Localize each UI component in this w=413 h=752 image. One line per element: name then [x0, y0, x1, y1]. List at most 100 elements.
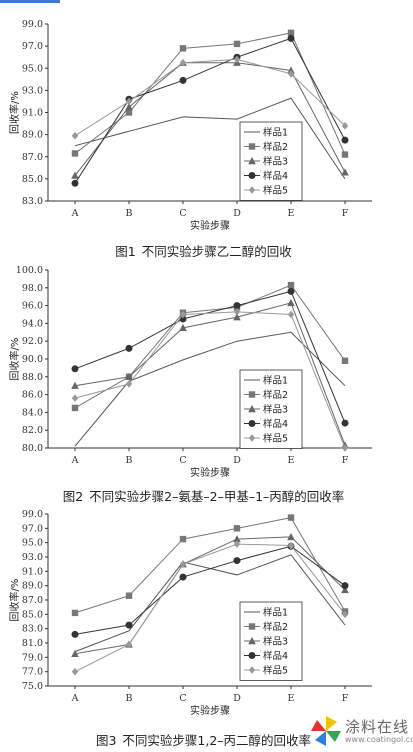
series-line-5 — [74, 58, 346, 137]
data-point-5 — [179, 560, 187, 568]
legend-label-2: 样品2 — [263, 389, 288, 401]
y-tick-label: 90.0 — [22, 354, 43, 365]
y-tick-label: 94.0 — [22, 318, 43, 329]
data-point-3 — [341, 168, 349, 176]
figure-3-title: 不同实验步骤1,2–丙二醇的回收率 — [122, 733, 312, 748]
data-point-4 — [287, 287, 295, 295]
data-point-2 — [287, 281, 295, 289]
x-axis-label: 实验步骤 — [190, 219, 230, 232]
data-point-2 — [341, 151, 349, 158]
data-point-3 — [233, 535, 241, 543]
figure-2-caption: 图2 不同实验步骤2–氨基–2–甲基–1–丙醇的回收率 — [0, 486, 413, 505]
data-point-4 — [341, 419, 349, 427]
y-axis-label: 回收率/% — [8, 338, 21, 381]
x-tick-label: D — [233, 455, 241, 466]
x-tick-label: B — [126, 208, 133, 219]
figure-2: 80.0 82.0 84.0 86.0 88.0 90.0 92.0 94.0 96.0 98.0… — [0, 262, 413, 506]
y-tick-label: 95.0 — [22, 63, 43, 74]
x-tick-label: A — [71, 455, 79, 466]
data-point-4 — [179, 573, 187, 581]
x-tick-label: E — [288, 455, 295, 466]
figure-1-title: 不同实验步骤乙二醇的回收 — [141, 244, 292, 259]
figure-1: 83.0 85.0 87.0 89.0 91.0 93.0 95.0 97.0 99.0 A B C D… — [0, 0, 413, 262]
data-point-3 — [71, 171, 79, 179]
legend-label-2: 样品2 — [263, 141, 288, 153]
data-point-2 — [179, 535, 187, 543]
x-tick-label: B — [126, 693, 133, 704]
watermark: 涂料在线 www.coatingol.com — [309, 714, 413, 748]
y-tick-label: 87.0 — [22, 595, 43, 606]
legend-label-4: 样品4 — [263, 650, 288, 662]
x-axis-label: 实验步骤 — [190, 704, 230, 717]
data-point-5 — [179, 310, 187, 319]
x-tick-label: E — [288, 208, 295, 219]
data-point-5 — [287, 69, 295, 78]
pinwheel-logo-icon — [311, 716, 341, 746]
y-tick-label: 93.0 — [22, 85, 43, 96]
legend-label-3: 样品3 — [263, 636, 288, 648]
data-point-2 — [179, 45, 187, 52]
legend-label-1: 样品1 — [263, 127, 288, 139]
data-point-5 — [71, 394, 79, 402]
data-point-4 — [341, 136, 349, 144]
y-axis-label: 回收率/% — [8, 579, 21, 622]
y-tick-label: 75.0 — [22, 681, 43, 692]
legend-marker-5 — [248, 186, 256, 194]
legend-marker-4 — [248, 652, 256, 659]
series-line-2 — [74, 32, 346, 155]
data-point-2 — [341, 357, 349, 364]
series-line-3 — [74, 536, 346, 655]
figure-2-number: 图2 — [62, 489, 84, 504]
data-point-2 — [233, 40, 241, 48]
legend-label-2: 样品2 — [263, 621, 288, 633]
data-point-2 — [71, 609, 79, 617]
legend-marker-5 — [248, 434, 256, 442]
y-tick-label: 81.0 — [22, 638, 43, 649]
y-tick-label: 100.0 — [16, 265, 43, 276]
legend-marker-3 — [248, 637, 256, 645]
series-line-5 — [74, 543, 346, 673]
data-point-2 — [71, 150, 79, 157]
y-tick-label: 92.0 — [22, 336, 43, 347]
data-point-5 — [233, 540, 241, 548]
data-point-5 — [341, 444, 349, 452]
data-point-4 — [179, 76, 187, 84]
data-point-3 — [125, 102, 133, 111]
x-tick-label: A — [71, 208, 79, 219]
legend-marker-5 — [248, 666, 256, 674]
figure-1-caption: 图1 不同实验步骤乙二醇的回收 — [0, 241, 413, 260]
figure-3-number: 图3 — [95, 733, 117, 748]
series-line-4 — [74, 37, 346, 184]
legend-marker-3 — [248, 405, 256, 413]
data-point-3 — [233, 313, 241, 321]
y-tick-label: 88.0 — [22, 372, 43, 383]
watermark-text: 涂料在线 — [345, 718, 410, 736]
x-tick-label: A — [71, 693, 79, 704]
legend-label-4: 样品4 — [263, 170, 288, 182]
x-tick-label: D — [233, 208, 241, 219]
x-tick-label: C — [179, 693, 186, 704]
y-tick-label: 77.0 — [22, 667, 43, 678]
data-point-2 — [233, 525, 241, 532]
legend-label-5: 样品5 — [263, 433, 288, 445]
series-line-4 — [74, 290, 346, 424]
y-tick-label: 84.0 — [22, 407, 43, 418]
data-point-5 — [341, 610, 349, 619]
watermark-url: www.coatingol.com — [345, 735, 413, 744]
series-line-1 — [74, 97, 346, 180]
y-tick-label: 96.0 — [22, 301, 43, 312]
series-line-4 — [74, 545, 346, 635]
y-tick-label: 97.0 — [22, 41, 43, 52]
legend-marker-2 — [248, 623, 256, 630]
x-tick-label: F — [342, 693, 349, 704]
data-point-2 — [287, 514, 295, 521]
data-point-5 — [179, 58, 187, 67]
x-tick-label: B — [126, 455, 133, 466]
x-tick-label: C — [179, 208, 186, 219]
data-point-4 — [287, 34, 295, 42]
y-tick-label: 89.0 — [22, 581, 43, 592]
y-tick-label: 87.0 — [22, 152, 43, 163]
data-point-4 — [125, 621, 133, 629]
data-point-5 — [287, 310, 295, 319]
figure-3-caption: 图3 不同实验步骤1,2–丙二醇的回收率 — [0, 730, 413, 749]
